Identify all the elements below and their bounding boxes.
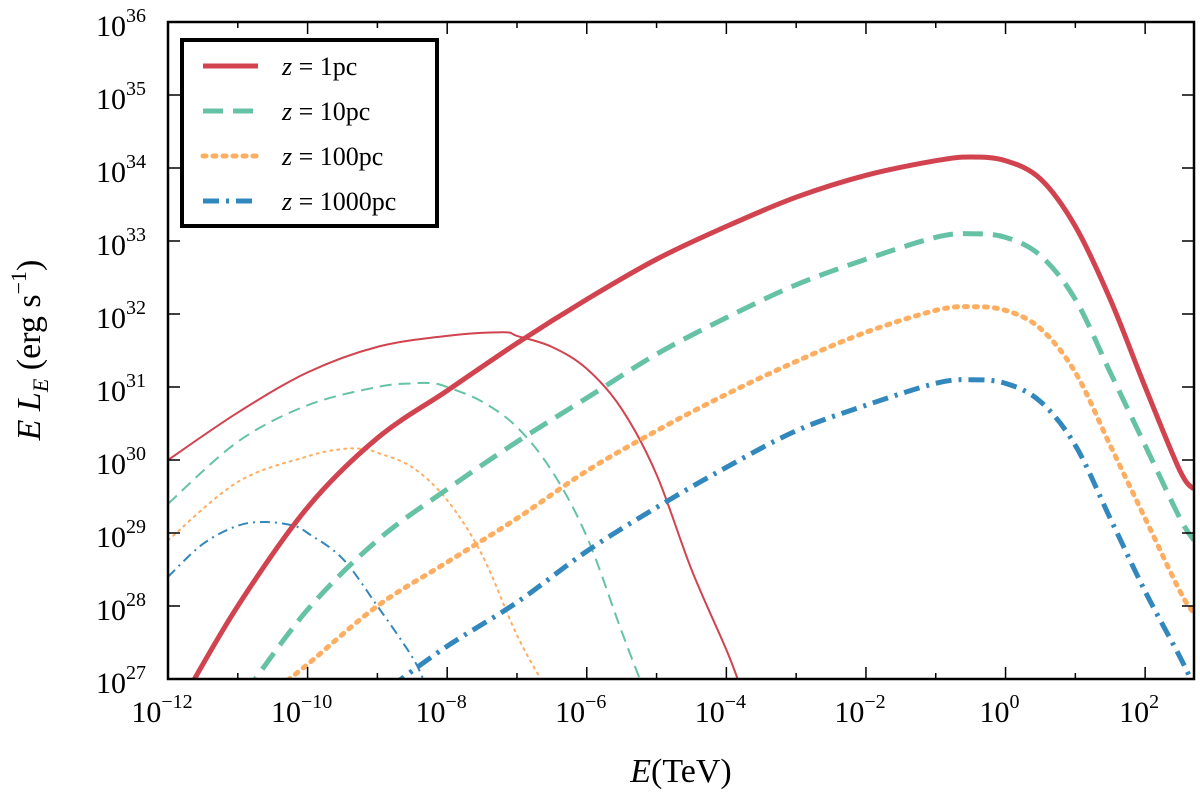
x-tick-label: 10−10 [271, 691, 332, 729]
legend-label: z = 1pc [281, 52, 357, 81]
y-axis-title: E LE (erg s−1) [6, 260, 53, 442]
legend-label: z = 10pc [281, 97, 370, 126]
legend: z = 1pc z = 10pc z = 100pc z = 1000pc [180, 38, 439, 228]
x-tick-label: 10−4 [695, 691, 746, 729]
x-tick-label: 10−2 [834, 691, 885, 729]
series-line-z-100pc-thick [285, 304, 1194, 679]
y-tick-label: 1036 [96, 5, 146, 43]
y-axis-label: E LE (erg s−1) [6, 260, 53, 442]
series-line-z-1pc-thin [168, 331, 739, 679]
legend-label: z = 1000pc [281, 187, 396, 216]
x-tick-label: 10−12 [131, 691, 192, 729]
series-layer [168, 154, 1194, 679]
series-line-z-1000pc-thick [397, 377, 1194, 679]
y-tick-label: 1027 [96, 662, 146, 700]
x-axis-label: E(TeV) [629, 753, 731, 790]
legend-label: z = 100pc [281, 142, 383, 171]
y-tick-label: 1030 [96, 443, 146, 481]
series-line-z-10pc-thick [252, 231, 1194, 679]
series-line-z-1pc-thick [191, 154, 1194, 679]
x-tick-label: 102 [1119, 691, 1159, 729]
y-tick-label: 1029 [96, 516, 146, 554]
series-line-z-1000pc-thin [168, 521, 425, 679]
y-tick-label: 1034 [96, 151, 146, 189]
y-tick-label: 1031 [96, 370, 146, 408]
legend-box [180, 38, 439, 228]
y-tick-label: 1033 [96, 224, 146, 262]
y-tick-label: 1032 [96, 297, 146, 335]
x-axis-title: E(TeV) [629, 753, 731, 790]
plot-frame [166, 20, 1196, 681]
y-tick-label: 1035 [96, 78, 146, 116]
y-tick-label: 1028 [96, 589, 146, 627]
x-tick-label: 10−6 [555, 691, 606, 729]
x-tick-label: 10−8 [416, 691, 467, 729]
x-tick-label: 100 [980, 691, 1020, 729]
series-line-z-100pc-thin [168, 447, 542, 679]
series-line-z-10pc-thin [168, 381, 641, 679]
